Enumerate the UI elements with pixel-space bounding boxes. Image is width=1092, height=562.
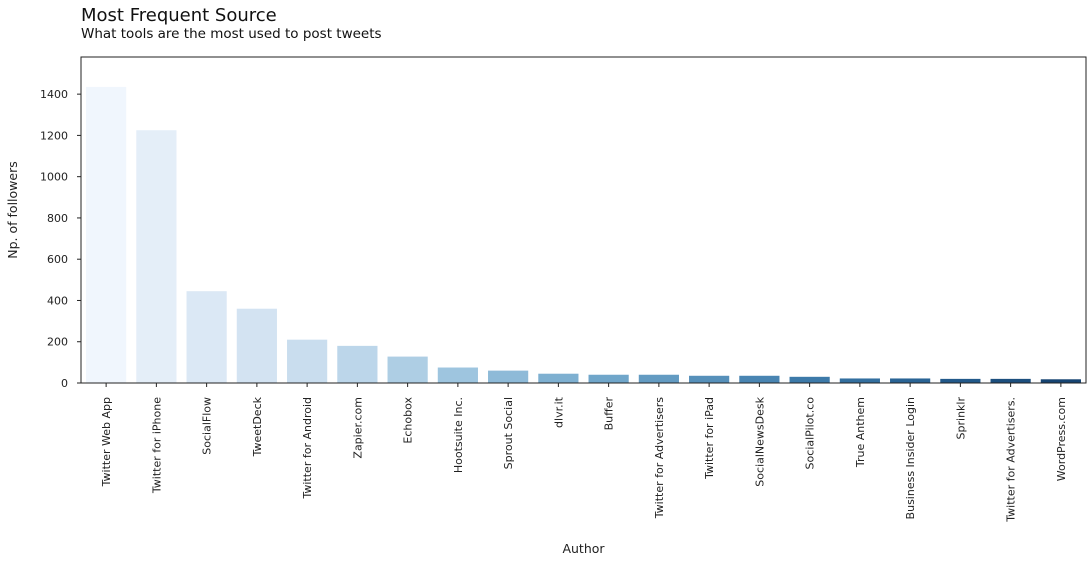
x-tick-label: Sprinklr <box>954 397 967 440</box>
x-tick-label: Twitter for Advertisers. <box>1005 397 1018 523</box>
bar <box>186 291 227 383</box>
bar <box>739 375 780 383</box>
x-tick-label: Buffer <box>603 397 616 431</box>
bar <box>839 378 880 383</box>
x-tick-label: SocialPilot.co <box>804 397 817 470</box>
bar <box>387 356 428 383</box>
bar <box>890 378 931 383</box>
y-tick-label: 200 <box>47 336 68 349</box>
x-tick-label: True Anthem <box>854 397 867 468</box>
x-tick-label: Zapier.com <box>351 397 364 459</box>
bar <box>337 345 378 383</box>
y-tick-label: 0 <box>61 377 68 390</box>
x-tick-label: Hootsuite Inc. <box>452 397 465 473</box>
plot-frame <box>80 56 1087 384</box>
y-tick-label: 400 <box>47 294 68 307</box>
x-tick-label: Echobox <box>402 397 415 444</box>
x-tick-label: TweetDeck <box>251 396 264 457</box>
bar <box>86 86 127 383</box>
bar <box>689 375 730 383</box>
bar <box>588 374 629 383</box>
y-tick-label: 1200 <box>40 129 68 142</box>
x-axis: Twitter Web App Twitter for iPhone SocialF… <box>100 383 1068 523</box>
y-tick-label: 1000 <box>40 171 68 184</box>
x-axis-label: Author <box>562 541 605 556</box>
x-tick-label: Twitter Web App <box>100 397 113 487</box>
chart-subtitle: What tools are the most used to post twe… <box>81 26 382 42</box>
x-tick-label: Sprout Social <box>502 397 515 469</box>
bar <box>437 367 478 383</box>
bar <box>287 339 328 383</box>
bar <box>538 373 579 383</box>
chart-title: Most Frequent Source <box>81 5 277 26</box>
x-tick-label: Business Insider Login <box>904 397 917 519</box>
x-tick-label: WordPress.com <box>1055 397 1068 481</box>
bars-group <box>86 86 1081 383</box>
x-tick-label: dlvr.it <box>552 396 565 428</box>
bar <box>488 370 529 383</box>
x-tick-label: SocialFlow <box>201 397 214 455</box>
y-tick-label: 600 <box>47 253 68 266</box>
y-tick-label: 800 <box>47 212 68 225</box>
x-tick-label: Twitter for iPhone <box>150 397 163 494</box>
x-tick-label: SocialNewsDesk <box>753 396 766 486</box>
bar <box>1040 379 1081 383</box>
x-tick-label: Twitter for Advertisers <box>653 397 666 519</box>
bar <box>236 308 277 383</box>
y-tick-label: 1400 <box>40 88 68 101</box>
y-axis: 0 200 400 600 800 1000 1200 1400 <box>40 88 81 390</box>
x-tick-label: Twitter for Android <box>301 397 314 500</box>
bar <box>990 378 1031 383</box>
bar <box>638 374 679 383</box>
x-tick-label: Twitter for iPad <box>703 397 716 480</box>
bar <box>136 130 177 383</box>
bar <box>789 376 830 383</box>
y-axis-label: Np. of followers <box>5 161 20 258</box>
bar <box>940 378 981 383</box>
